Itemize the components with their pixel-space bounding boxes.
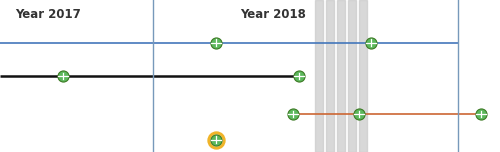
Bar — [315, 0, 323, 152]
Bar — [348, 0, 356, 152]
Bar — [326, 0, 334, 152]
Bar — [359, 0, 367, 152]
Text: Year 2018: Year 2018 — [240, 8, 306, 21]
Text: Year 2017: Year 2017 — [15, 8, 81, 21]
Bar — [337, 0, 345, 152]
